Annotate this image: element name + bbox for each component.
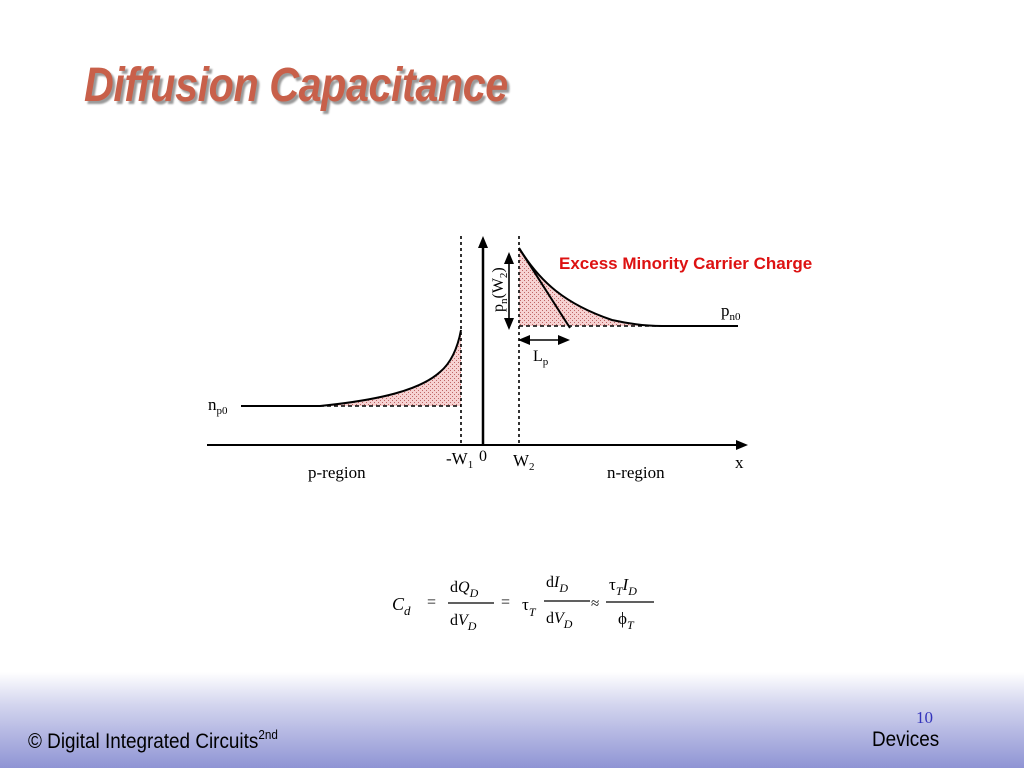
diffusion-capacitance-equation: Cd = dQD dVD = τT dID dVD ≈ τTID ϕT: [392, 574, 654, 633]
copyright-text: © Digital Integrated Circuits: [28, 730, 259, 753]
tangent-line: [518, 247, 571, 329]
footer-copyright: © Digital Integrated Circuits2nd: [28, 727, 278, 754]
equals-1: =: [427, 594, 436, 611]
p-side-excess-charge-region: [320, 330, 461, 406]
pn0-label: pn0: [721, 301, 741, 323]
slide-title: Diffusion Capacitance: [84, 59, 508, 112]
fraction-1-numerator: dQD: [450, 579, 479, 600]
copyright-edition: 2nd: [258, 727, 278, 742]
lp-label: Lp: [533, 348, 549, 368]
vertical-axis-arrowhead: [478, 236, 488, 248]
lp-arrowhead-left: [518, 335, 530, 345]
n-side-minority-carrier-curve: [518, 247, 738, 327]
fraction-3-denominator: ϕT: [618, 609, 635, 632]
fraction-3-numerator: τTID: [609, 575, 637, 598]
n-side-excess-charge-region: [519, 248, 662, 326]
pn-w2-arrowhead-bottom: [504, 318, 514, 330]
x-axis-arrowhead: [736, 440, 748, 450]
diffusion-charge-diagram: Excess Minority Carrier Charge np0 pn0 p…: [207, 236, 812, 633]
p-side-minority-carrier-curve: [241, 329, 462, 407]
x-axis-label: x: [735, 453, 744, 472]
lp-arrowhead-right: [558, 335, 570, 345]
excess-charge-annotation: Excess Minority Carrier Charge: [559, 254, 812, 273]
np0-label: np0: [208, 395, 228, 417]
n-region-label: n-region: [607, 463, 665, 482]
footer-section: Devices: [872, 728, 940, 751]
fraction-2-denominator: dVD: [546, 610, 573, 631]
w2-label: W2: [513, 451, 535, 473]
tau-symbol: τT: [522, 595, 537, 619]
equals-2: =: [501, 594, 510, 611]
pn-w2-label: pn(W2): [490, 267, 510, 312]
approx-symbol: ≈: [591, 596, 599, 612]
page-number: 10: [916, 708, 933, 727]
fraction-1-denominator: dVD: [450, 612, 477, 633]
fraction-2-numerator: dID: [546, 574, 568, 595]
pn-w2-arrowhead-top: [504, 252, 514, 264]
neg-w1-label: -W1: [446, 449, 473, 471]
zero-label: 0: [479, 448, 487, 465]
footer-band: [0, 672, 1024, 768]
cd-symbol: Cd: [392, 594, 411, 618]
p-region-label: p-region: [308, 463, 366, 482]
